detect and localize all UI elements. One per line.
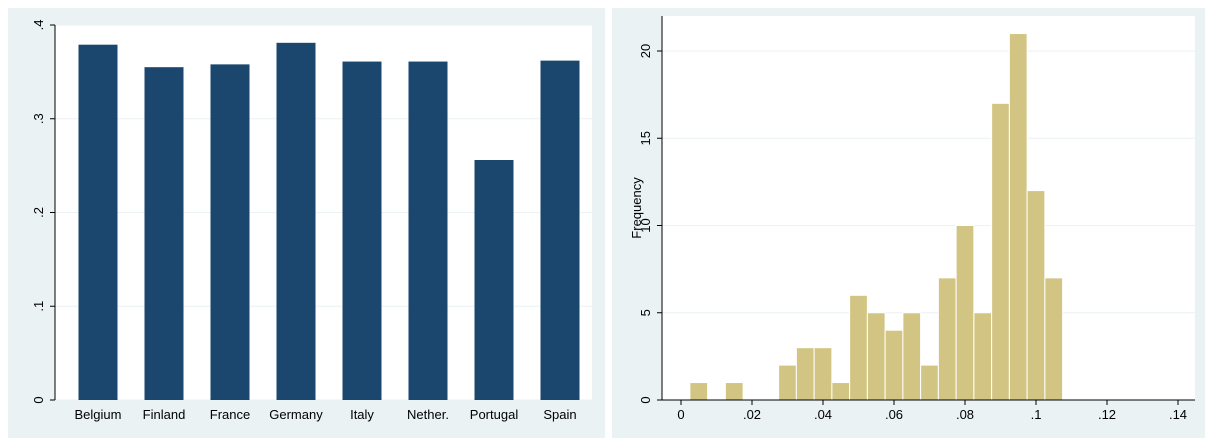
histogram-bar xyxy=(813,347,833,401)
y-tick-label: 5 xyxy=(638,309,653,316)
bar xyxy=(276,42,316,400)
y-tick-label: .3 xyxy=(31,113,46,124)
y-tick-label: 0 xyxy=(31,396,46,403)
y-axis-title: Frequency xyxy=(629,177,644,239)
histogram-bar xyxy=(1044,277,1064,401)
x-tick-label: .08 xyxy=(956,407,974,422)
x-tick-label: Germany xyxy=(269,407,323,422)
histogram-bar xyxy=(689,382,709,401)
bar xyxy=(78,44,118,400)
y-tick-label: 10 xyxy=(638,218,653,232)
x-tick-label: France xyxy=(210,407,250,422)
histogram-bar xyxy=(831,382,851,401)
histogram-bar xyxy=(920,364,939,401)
histogram-bar xyxy=(884,329,904,401)
histogram-bar xyxy=(795,347,815,401)
x-tick-label: .06 xyxy=(885,407,903,422)
x-tick-label: .1 xyxy=(1031,407,1042,422)
x-tick-label: Spain xyxy=(543,407,576,422)
histogram-bar xyxy=(902,312,922,401)
y-tick-label: .4 xyxy=(31,20,46,31)
x-tick-label: Italy xyxy=(350,407,374,422)
histogram-bar xyxy=(849,294,868,401)
x-tick-label: 0 xyxy=(677,407,684,422)
bar xyxy=(210,64,250,400)
histogram-bar xyxy=(955,225,975,401)
x-tick-label: .12 xyxy=(1098,407,1116,422)
x-tick-label: Portugal xyxy=(470,407,519,422)
histogram-chart: 0 5 10 15 20 0 .02 .04 .06 .08 .1 .12 .14 Frequency xyxy=(629,16,1195,422)
bar xyxy=(540,60,580,400)
plot-area xyxy=(662,16,1195,400)
histogram-bar xyxy=(724,382,744,401)
histogram-bar xyxy=(866,312,886,401)
bar xyxy=(474,160,514,400)
x-tick-label: .14 xyxy=(1169,407,1187,422)
histogram-bar xyxy=(1008,33,1028,401)
y-tick-label: 20 xyxy=(638,44,653,58)
y-tick-label: .2 xyxy=(31,207,46,218)
histogram-panel: 0 5 10 15 20 0 .02 .04 .06 .08 .1 .12 .14 Frequency xyxy=(612,8,1205,438)
bar xyxy=(144,67,184,400)
histogram-bar xyxy=(778,364,797,401)
histogram-bar xyxy=(937,277,957,401)
x-tick-label: .02 xyxy=(743,407,761,422)
histogram-bar xyxy=(973,312,993,401)
x-tick-label: Nether. xyxy=(407,407,449,422)
x-tick-label: Belgium xyxy=(75,407,122,422)
histogram-bar xyxy=(991,102,1010,401)
bar xyxy=(408,61,448,400)
y-tick-label: .1 xyxy=(31,301,46,312)
histogram-bar xyxy=(1026,190,1046,401)
bar-chart: 0 .1 .2 .3 .4 Belgium Finland France Germany Ital… xyxy=(31,20,592,422)
x-tick-label: Finland xyxy=(143,407,186,422)
y-tick-label: 0 xyxy=(638,396,653,403)
bar xyxy=(342,61,382,400)
y-tick-label: 15 xyxy=(638,131,653,145)
x-tick-label: .04 xyxy=(814,407,832,422)
bar-chart-panel: 0 .1 .2 .3 .4 Belgium Finland France Germany Ital… xyxy=(8,8,605,438)
